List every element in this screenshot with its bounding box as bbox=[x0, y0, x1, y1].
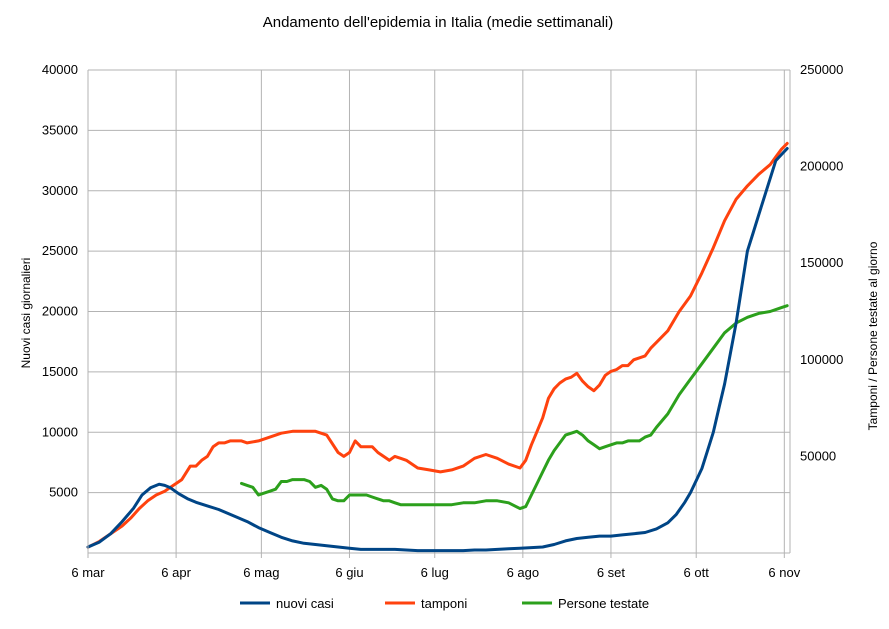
y2-axis-label: Tamponi / Persone testate al giorno bbox=[866, 241, 880, 430]
axes: 5000 10000 15000 20000 25000 30000 35000 40000 5… bbox=[42, 62, 844, 580]
x-tick-label: 6 ott bbox=[684, 565, 710, 580]
y2-tick-label: 100000 bbox=[800, 352, 843, 367]
y-tick-label: 5000 bbox=[49, 485, 78, 500]
legend-label-nuovi-casi: nuovi casi bbox=[276, 596, 334, 611]
series-line-tamponi bbox=[86, 141, 789, 549]
y-tick-label: 15000 bbox=[42, 364, 78, 379]
series-line-nuovi-casi bbox=[86, 147, 789, 553]
y2-tick-label: 50000 bbox=[800, 448, 836, 463]
x-tick-label: 6 lug bbox=[421, 565, 449, 580]
series-line-persone-testate bbox=[240, 304, 789, 511]
grid bbox=[87, 69, 790, 553]
y-tick-label: 10000 bbox=[42, 424, 78, 439]
y2-tick-label: 250000 bbox=[800, 62, 843, 77]
legend: nuovi casi tamponi Persone testate bbox=[240, 596, 649, 611]
x-tick-label: 6 set bbox=[597, 565, 626, 580]
x-tick-label: 6 mar bbox=[71, 565, 105, 580]
y2-tick-label: 150000 bbox=[800, 255, 843, 270]
x-tick-label: 6 apr bbox=[161, 565, 191, 580]
x-tick-label: 6 ago bbox=[507, 565, 540, 580]
y-tick-label: 30000 bbox=[42, 183, 78, 198]
y-tick-label: 40000 bbox=[42, 62, 78, 77]
y-tick-label: 20000 bbox=[42, 304, 78, 319]
x-tick-label: 6 nov bbox=[768, 565, 800, 580]
chart-title: Andamento dell'epidemia in Italia (medie… bbox=[263, 14, 614, 31]
y2-tick-label: 200000 bbox=[800, 159, 843, 174]
y-tick-label: 25000 bbox=[42, 243, 78, 258]
legend-label-persone-testate: Persone testate bbox=[558, 596, 649, 611]
legend-label-tamponi: tamponi bbox=[421, 596, 467, 611]
x-tick-label: 6 giu bbox=[335, 565, 363, 580]
series-layer bbox=[86, 141, 789, 553]
y-tick-label: 35000 bbox=[42, 122, 78, 137]
y-axis-label: Nuovi casi giornalieri bbox=[19, 258, 33, 369]
x-tick-label: 6 mag bbox=[243, 565, 279, 580]
